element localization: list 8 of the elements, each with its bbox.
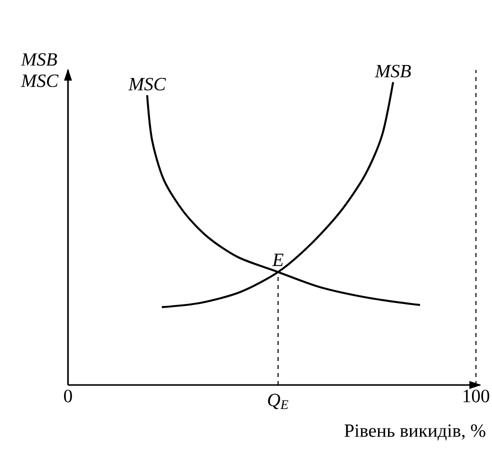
series-label: MSB <box>374 64 411 78</box>
x-tick-label: 0 <box>64 390 72 402</box>
x-axis-title: Рівень викидів, % <box>344 424 486 440</box>
x-tick-label: 100 <box>464 390 490 402</box>
ref-line-label: Q$_{E}$ <box>268 394 288 410</box>
annotation: E <box>272 254 284 266</box>
y-axis-title: MSB MSC <box>20 53 59 88</box>
series-label: MSC <box>128 78 166 90</box>
